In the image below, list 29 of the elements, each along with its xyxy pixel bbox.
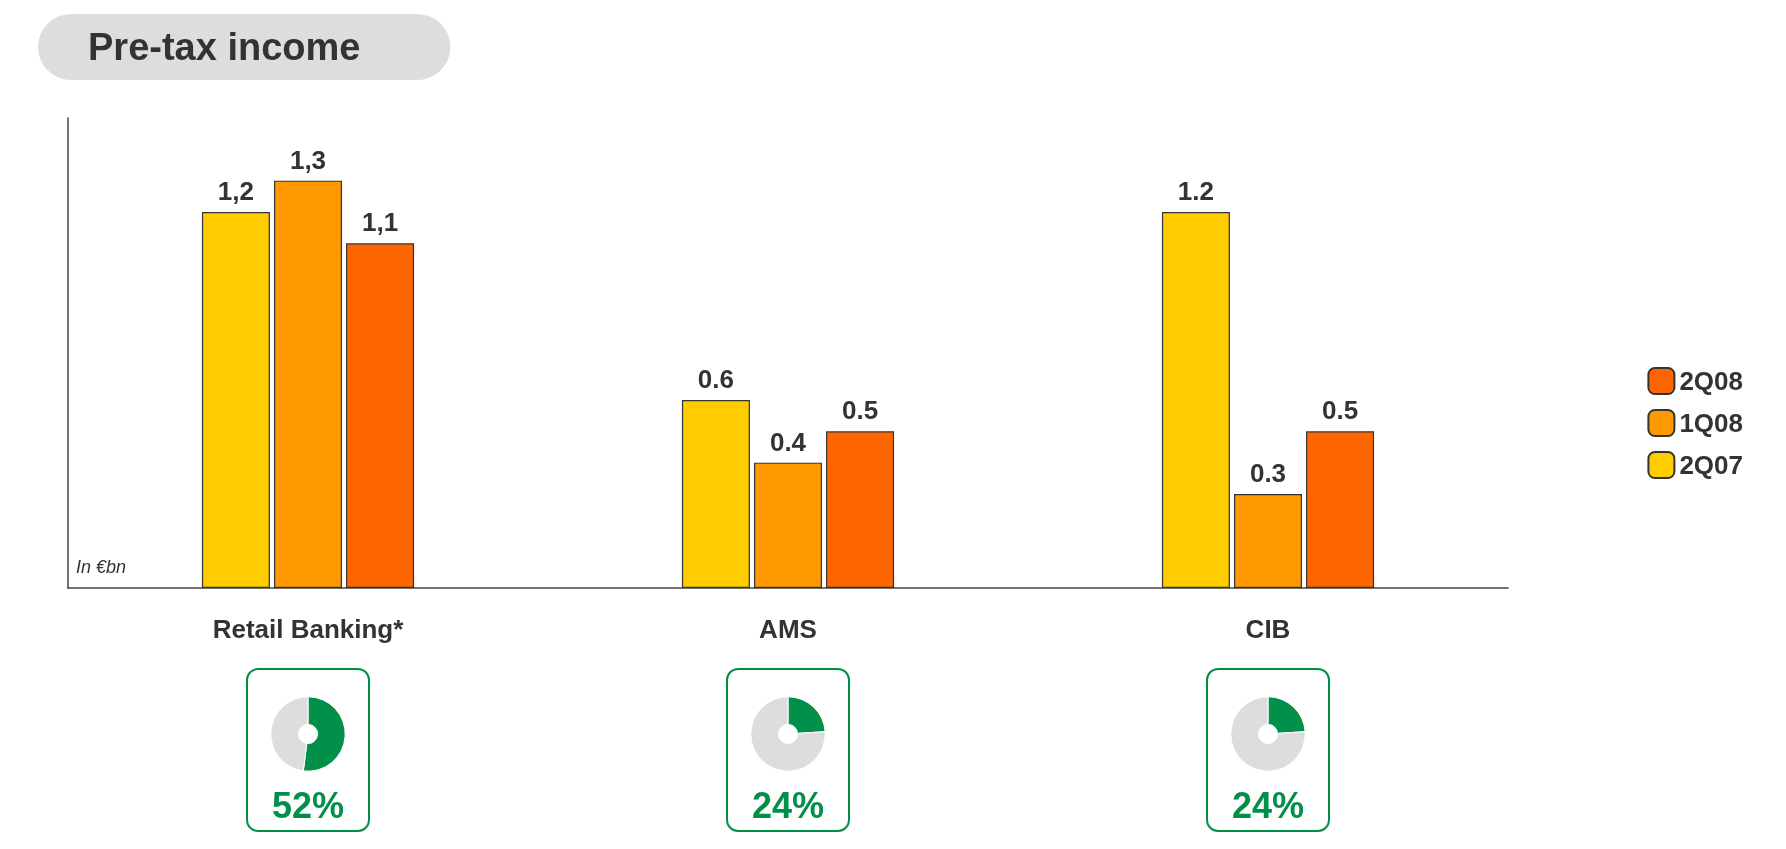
- data-label: 0.3: [1249, 458, 1287, 488]
- data-label: 0.6: [697, 364, 734, 394]
- bar: [1234, 494, 1302, 588]
- x-tick-label: Retail Banking*: [212, 614, 405, 644]
- data-label: 0.5: [842, 395, 879, 426]
- bar: [681, 400, 750, 588]
- bar: [201, 212, 270, 588]
- bar: [754, 462, 822, 588]
- bar: [274, 180, 342, 588]
- x-tick-label: CIB: [1245, 614, 1291, 644]
- text: 24%: [1231, 784, 1305, 826]
- legend-label: 2Q07: [1679, 450, 1744, 480]
- chart-title: Pre-tax income: [88, 26, 361, 68]
- data-label: 1,2: [217, 176, 254, 206]
- legend-label: 2Q08: [1679, 366, 1744, 396]
- annotation: In €bn: [76, 557, 127, 577]
- data-label: 1,1: [362, 207, 399, 238]
- data-label: 1,3: [289, 144, 327, 175]
- bar: [1161, 212, 1230, 588]
- x-tick-label: AMS: [759, 614, 817, 644]
- data-label: 0.4: [769, 426, 807, 457]
- text: 52%: [271, 784, 345, 826]
- bar: [1306, 431, 1375, 588]
- bar: [826, 431, 895, 588]
- data-label: 0.5: [1322, 395, 1359, 426]
- legend-label: 1Q08: [1679, 408, 1744, 438]
- text: 24%: [751, 784, 825, 826]
- bar: [346, 243, 415, 588]
- data-label: 1.2: [1177, 176, 1214, 206]
